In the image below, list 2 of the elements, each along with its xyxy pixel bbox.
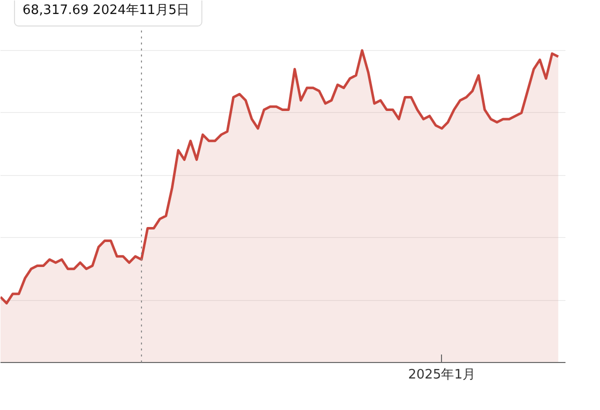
- text: 68,317.69 2024年11月5日: [22, 3, 190, 18]
- text: 2025年1月: [408, 368, 476, 382]
